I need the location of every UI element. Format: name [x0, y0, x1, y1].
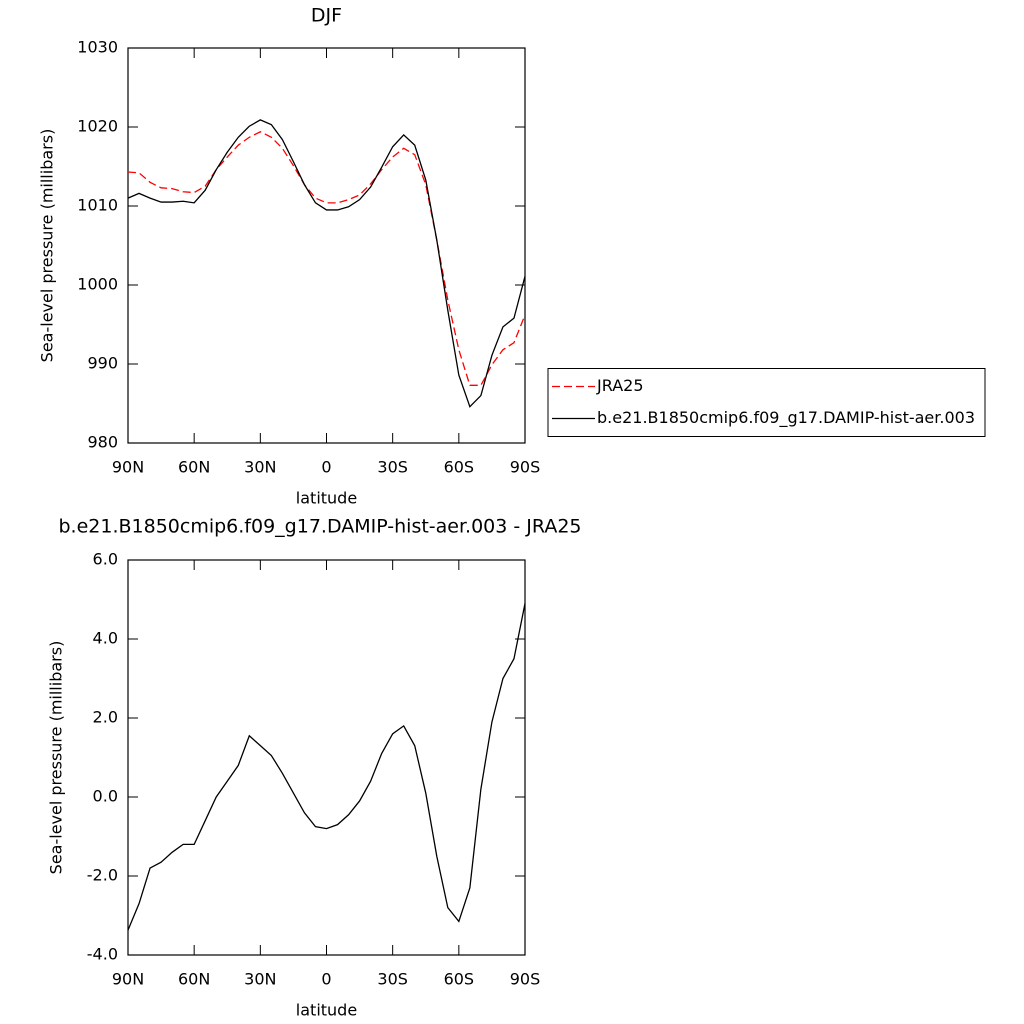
chart-title: b.e21.B1850cmip6.f09_g17.DAMIP-hist-aer.… [58, 516, 581, 538]
y-tick-label: 4.0 [93, 629, 118, 648]
y-tick-label: 990 [87, 354, 118, 373]
x-tick-label: 60S [444, 458, 475, 477]
legend-box [547, 368, 986, 437]
x-tick-label: 30S [377, 458, 408, 477]
y-tick-label: 1010 [77, 196, 118, 215]
x-tick-label: 0 [321, 970, 331, 989]
legend-label: b.e21.B1850cmip6.f09_g17.DAMIP-hist-aer.… [597, 408, 975, 428]
y-tick-label: 980 [87, 433, 118, 452]
y-tick-label: -2.0 [87, 866, 118, 885]
y-axis-label: Sea-level pressure (millibars) [38, 129, 57, 363]
x-axis-label: latitude [296, 489, 357, 508]
x-axis-label: latitude [296, 1001, 357, 1020]
x-tick-label: 30S [377, 970, 408, 989]
chart-title: DJF [311, 5, 342, 27]
x-tick-label: 90N [112, 458, 144, 477]
legend-label: JRA25 [596, 376, 644, 395]
x-tick-label: 60N [178, 458, 210, 477]
plot-frame [127, 559, 526, 956]
x-tick-label: 30N [244, 970, 276, 989]
x-tick-label: 30N [244, 458, 276, 477]
y-tick-label: 1020 [77, 117, 118, 136]
plot-frame [127, 47, 526, 444]
x-tick-label: 90S [510, 970, 541, 989]
y-tick-label: 1000 [77, 275, 118, 294]
y-tick-label: 1030 [77, 38, 118, 57]
y-tick-label: 2.0 [93, 708, 118, 727]
y-axis-label: Sea-level pressure (millibars) [47, 641, 66, 875]
data-line [127, 131, 526, 386]
x-tick-label: 90S [510, 458, 541, 477]
data-line [127, 603, 526, 931]
x-tick-label: 90N [112, 970, 144, 989]
x-tick-label: 60S [444, 970, 475, 989]
x-tick-label: 0 [321, 458, 331, 477]
data-line [127, 119, 526, 408]
y-tick-label: 0.0 [93, 787, 118, 806]
y-tick-label: 6.0 [93, 550, 118, 569]
x-tick-label: 60N [178, 970, 210, 989]
y-tick-label: -4.0 [87, 945, 118, 964]
